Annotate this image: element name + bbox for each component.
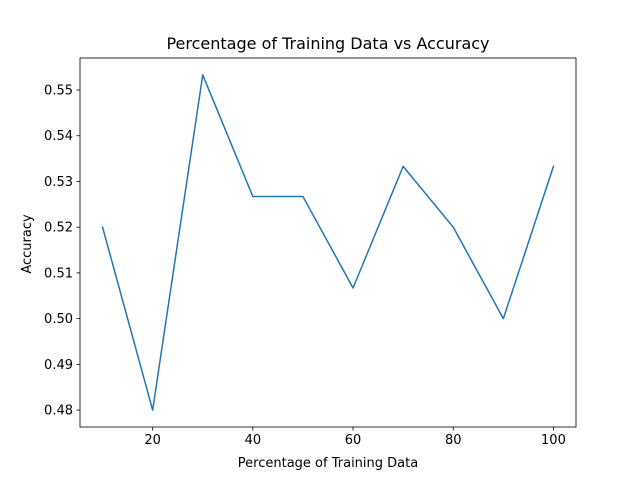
plot-area: 20 40 60 80 100 0.48 0.49 0.50 0.51 0.52 0.53 0.54 0… — [44, 57, 577, 448]
series-line-0 — [101, 74, 555, 411]
y-tick-label: 0.48 — [44, 404, 73, 419]
x-tick-label: 100 — [541, 433, 566, 448]
chart-title: Percentage of Training Data vs Accuracy — [166, 34, 489, 53]
x-tick-label: 20 — [144, 433, 161, 448]
axes-frame — [79, 57, 577, 428]
y-tick-label: 0.52 — [44, 221, 73, 236]
y-tick-label: 0.51 — [44, 266, 73, 281]
x-tick-label: 40 — [245, 433, 262, 448]
x-axis-label: Percentage of Training Data — [238, 456, 418, 471]
y-axis-label: Accuracy — [20, 214, 35, 274]
y-tick-label: 0.54 — [44, 129, 73, 144]
x-tick-label: 80 — [445, 433, 462, 448]
y-tick-label: 0.55 — [44, 84, 73, 99]
x-tick-label: 60 — [345, 433, 362, 448]
y-tick-label: 0.53 — [44, 175, 73, 190]
y-tick-label: 0.49 — [44, 358, 73, 373]
y-tick-label: 0.50 — [44, 312, 73, 327]
